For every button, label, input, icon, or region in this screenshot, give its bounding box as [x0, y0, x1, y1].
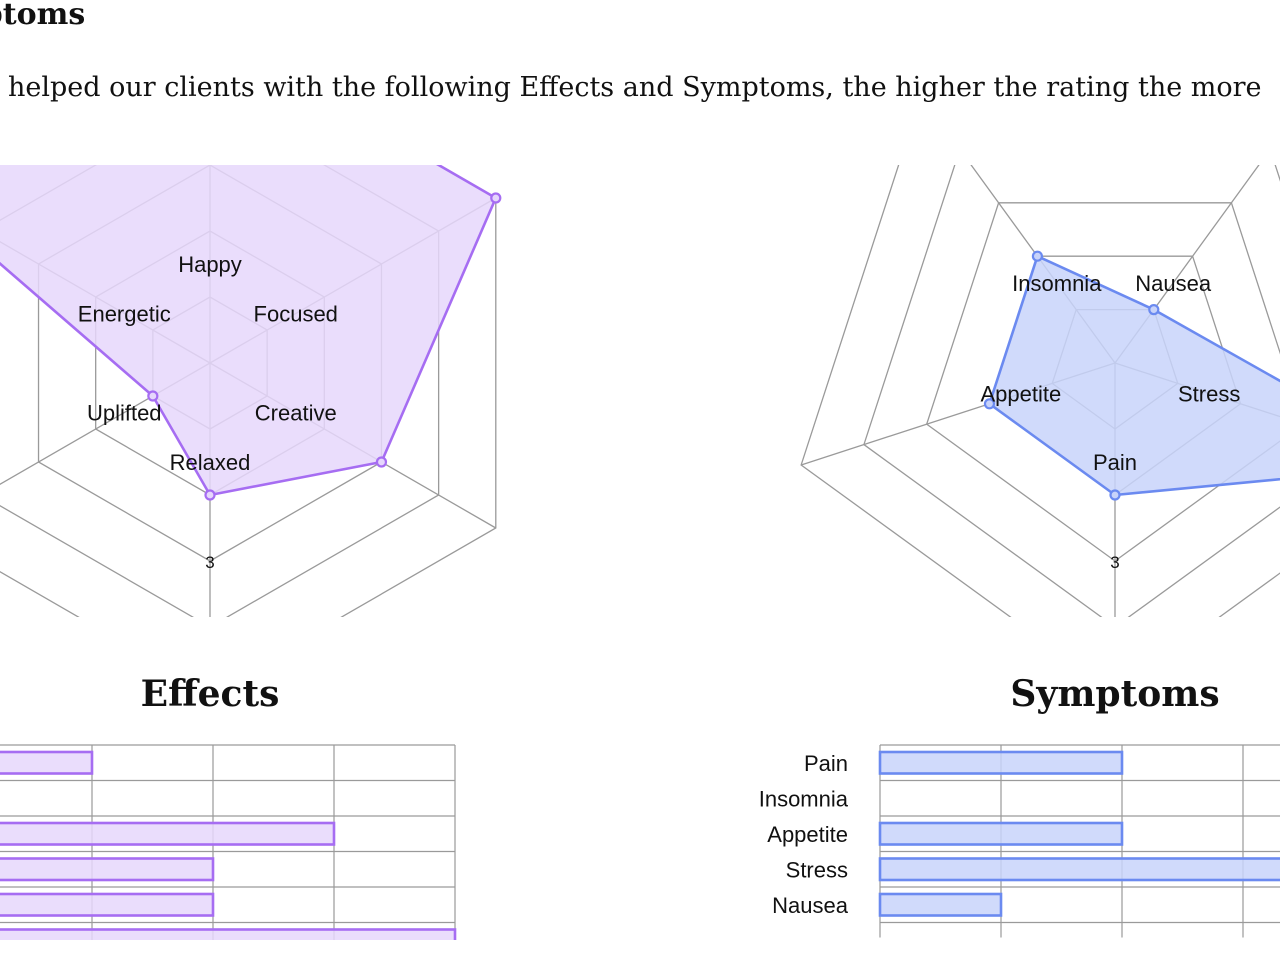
- symptoms-radar-grid-ring: [800, 165, 1280, 617]
- effects-bar-chart: [0, 744, 457, 940]
- page-heading: nptoms: [0, 0, 86, 32]
- symptoms-bars-bar-pain: [878, 750, 1124, 775]
- symptoms-radar-point-nausea: [1148, 304, 1160, 316]
- symptoms-radar-point-insomnia: [1031, 250, 1044, 262]
- effects-radar-tick-label: 3: [205, 553, 214, 572]
- effects-radar-axis-label-happy: Happy: [178, 252, 242, 277]
- intro-text: helped our clients with the following Ef…: [8, 72, 1262, 103]
- effects-radar-data-area: [0, 165, 498, 497]
- symptoms-bars-category-label-insomnia: Insomnia: [759, 786, 849, 811]
- symptoms-radar-point-appetite: [983, 398, 996, 410]
- symptoms-bars-category-label-appetite: Appetite: [767, 822, 848, 847]
- symptoms-radar-tick-label: 3: [1110, 553, 1119, 572]
- effects-bars-bar-uplifted: [0, 928, 457, 940]
- effects-radar-axis-label-relaxed: Relaxed: [170, 450, 251, 475]
- effects-radar-axis-label-creative: Creative: [255, 401, 337, 426]
- effects-bars-bar-relaxed: [0, 750, 94, 775]
- effects-bars-bar-happy: [0, 857, 215, 882]
- effects-radar-point-creative: [375, 456, 388, 468]
- effects-radar-point-focused: [490, 192, 502, 204]
- symptoms-bars-category-label-nausea: Nausea: [772, 893, 849, 918]
- effects-bars-bar-focused: [0, 821, 336, 846]
- effects-radar-axis-label-focused: Focused: [254, 302, 338, 327]
- symptoms-bars-bar-nausea: [878, 892, 1003, 917]
- symptoms-radar-chart: 3 Pain Stress Nausea Insomnia Appetite: [800, 165, 1280, 617]
- symptoms-radar-data-area: [988, 254, 1280, 497]
- effects-radar-point-happy: [206, 29, 215, 38]
- effects-radar-axis-label-energetic: Energetic: [78, 302, 171, 327]
- symptoms-bars-bar-appetite: [878, 821, 1124, 846]
- symptoms-radar-axis-label-nausea: Nausea: [1135, 271, 1212, 296]
- symptoms-radar-axis-label-pain: Pain: [1093, 450, 1137, 475]
- effects-radar-axis-label-uplifted: Uplifted: [87, 401, 162, 426]
- symptoms-bars-category-label-stress: Stress: [786, 857, 848, 882]
- symptoms-radar-point-pain: [1109, 489, 1121, 501]
- effects-bars-bar-energetic: [0, 892, 215, 917]
- symptoms-bars-bar-stress: [878, 857, 1280, 882]
- effects-chart-title: Effects: [141, 673, 280, 715]
- symptoms-radar-axis-label-insomnia: Insomnia: [1012, 271, 1102, 296]
- effects-radar-point-relaxed: [204, 489, 216, 501]
- symptoms-radar-axis-label-appetite: Appetite: [980, 382, 1061, 407]
- symptoms-bar-chart: Pain Insomnia Appetite Stress Nausea: [759, 744, 1280, 938]
- symptoms-bars-category-label-pain: Pain: [804, 751, 848, 776]
- symptoms-chart-title: Symptoms: [1010, 673, 1219, 715]
- symptoms-radar-axis-label-stress: Stress: [1178, 382, 1240, 407]
- effects-radar-point-uplifted: [147, 390, 159, 402]
- symptoms-radar-grid-ring: [863, 165, 1280, 617]
